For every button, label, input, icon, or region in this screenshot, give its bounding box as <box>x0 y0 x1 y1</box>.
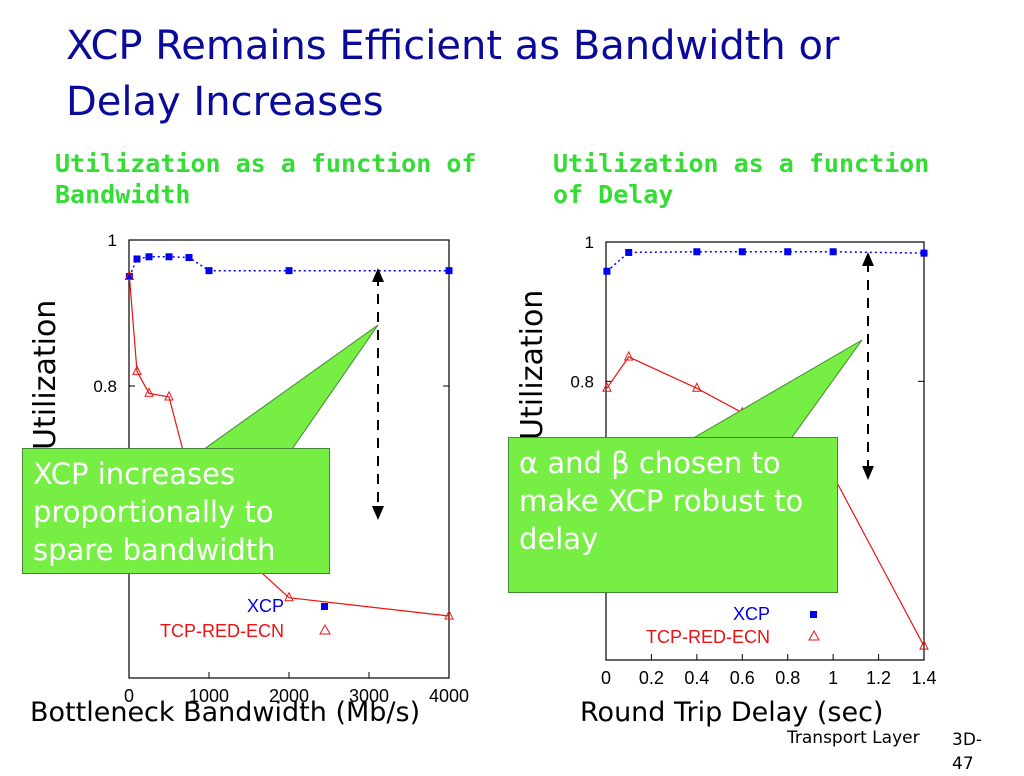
left-ytick-label: 1 <box>108 231 117 250</box>
left-xcp-point <box>445 267 453 275</box>
left-legend-tcp-label: TCP-RED-ECN <box>160 621 284 641</box>
right-xtick-label: 0.2 <box>639 668 664 688</box>
left-tcp-point <box>164 390 174 401</box>
right-xtick-label: 1 <box>828 668 838 688</box>
left-legend-tcp-marker <box>319 623 331 635</box>
left-callout: XCP increases proportionally to spare ba… <box>22 448 330 574</box>
right-ticks: 0.8 1 0 0.2 0.4 0.6 0.8 1 1.2 1.4 <box>570 233 936 688</box>
left-xtick-label: 2000 <box>269 686 309 706</box>
left-xcp-point <box>285 267 293 275</box>
right-xtick-label: 1.2 <box>866 668 891 688</box>
right-ytick-label: 1 <box>585 233 594 252</box>
right-xtick-label: 0 <box>601 668 611 688</box>
right-xtick-label: 0.6 <box>730 668 755 688</box>
slide-title: XCP Remains Efficient as Bandwidth or De… <box>66 23 840 125</box>
left-ticks: 0.8 1 0 1000 2000 3000 4000 <box>93 231 469 706</box>
right-tcp-point <box>919 639 929 650</box>
left-xcp-point <box>133 255 141 263</box>
left-tcp-point <box>284 591 294 602</box>
left-xcp-point <box>185 254 193 262</box>
right-x-axis-label: Round Trip Delay (sec) <box>580 697 884 728</box>
left-x-axis-label: Bottleneck Bandwidth (Mb/s) <box>30 697 421 728</box>
right-xtick-label: 0.4 <box>684 668 709 688</box>
right-xcp-point <box>625 248 633 256</box>
left-tcp-point <box>144 387 154 397</box>
right-xcp-line <box>606 251 925 272</box>
right-xtick-label: 1.4 <box>911 668 936 688</box>
left-xcp-point <box>145 253 153 261</box>
left-chart: 0.8 1 0 1000 2000 3000 4000 XCP TCP-RED-ECN <box>93 231 469 706</box>
right-callout: α and β chosen to make XCP robust to del… <box>508 437 838 593</box>
right-tcp-point <box>602 382 612 392</box>
right-xcp-point <box>693 248 701 256</box>
right-xcp-point <box>738 248 746 256</box>
left-xtick-label: 0 <box>124 686 134 706</box>
right-xcp-point <box>829 248 837 256</box>
left-xtick-label: 1000 <box>189 686 229 706</box>
left-ytick-label: 0.8 <box>93 377 117 396</box>
left-chart-subtitle: Utilization as a function of Bandwidth <box>55 149 477 209</box>
right-callout-pointer <box>688 339 863 441</box>
right-xtick-label: 0.8 <box>775 668 800 688</box>
left-callout-pointer <box>198 324 379 453</box>
left-legend-xcp-marker <box>321 603 328 610</box>
right-xcp-point <box>784 248 792 256</box>
footer-label: Transport Layer <box>787 728 920 748</box>
right-tcp-point <box>692 382 702 392</box>
right-xcp-point <box>603 267 611 275</box>
right-gap-arrow-head-bottom <box>862 466 874 480</box>
right-legend-xcp-label: XCP <box>733 604 770 624</box>
left-legend-xcp-label: XCP <box>247 596 284 616</box>
left-xcp-point <box>125 273 133 280</box>
right-legend-tcp-marker <box>808 629 820 641</box>
left-tcp-point <box>124 270 135 280</box>
left-xtick-label: 3000 <box>349 686 389 706</box>
right-legend-tcp-label: TCP-RED-ECN <box>646 627 770 647</box>
footer-page-number: 3D-47 <box>952 730 983 774</box>
left-tcp-line <box>128 276 450 617</box>
right-chart-subtitle: Utilization as a function of Delay <box>553 149 930 209</box>
left-gap-arrow-head-top <box>372 268 384 282</box>
left-tcp-point <box>444 609 454 620</box>
right-xcp-point <box>920 249 928 257</box>
right-gap-arrow-head-top <box>862 252 874 266</box>
left-y-axis-label: Utilization <box>28 299 63 450</box>
left-xcp-point <box>165 253 173 261</box>
right-legend-xcp-marker <box>810 611 817 618</box>
right-ytick-label: 0.8 <box>570 372 594 391</box>
left-xcp-point <box>205 267 213 275</box>
right-y-axis-label: Utilization <box>515 289 550 440</box>
right-tcp-point <box>623 350 634 361</box>
left-tcp-point <box>132 365 142 375</box>
left-gap-arrow-head-bottom <box>372 506 384 520</box>
left-xtick-label: 4000 <box>429 686 469 706</box>
